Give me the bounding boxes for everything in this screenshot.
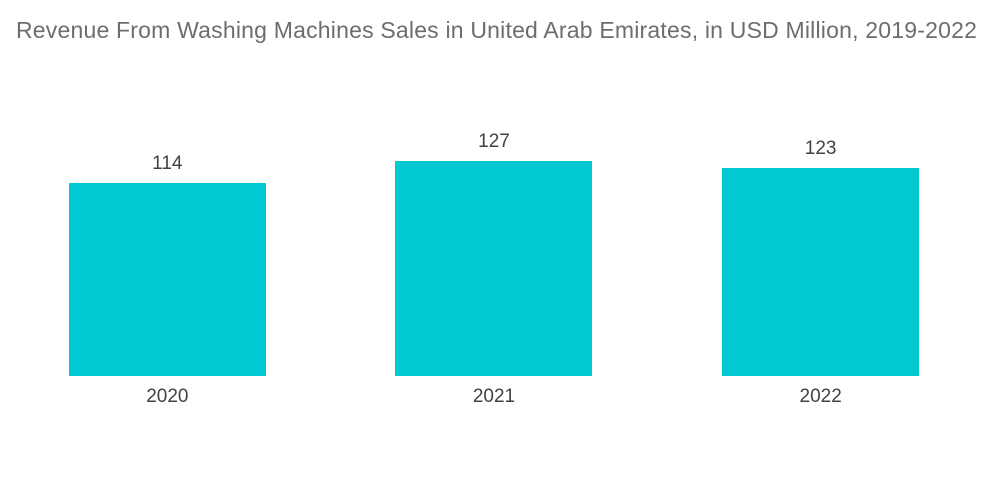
bar-group-2020: 114 — [4, 0, 331, 376]
chart-title: Revenue From Washing Machines Sales in U… — [16, 17, 978, 43]
x-tick-2020: 2020 — [146, 386, 189, 407]
bar-2020 — [68, 183, 266, 376]
bar-2021 — [395, 161, 593, 376]
bar-2022 — [722, 168, 920, 376]
x-tick-2021: 2021 — [472, 386, 516, 407]
value-label-2022: 123 — [804, 138, 837, 159]
x-tick-2022: 2022 — [799, 386, 842, 407]
bar-group-2022: 123 — [657, 0, 984, 376]
value-label-2021: 127 — [478, 131, 510, 152]
bar-group-2021: 127 — [331, 0, 658, 376]
plot-area: 114 127 123 — [4, 0, 984, 376]
x-axis-labels: 2020 2021 2022 — [4, 386, 984, 408]
value-label-2020: 114 — [152, 153, 183, 174]
